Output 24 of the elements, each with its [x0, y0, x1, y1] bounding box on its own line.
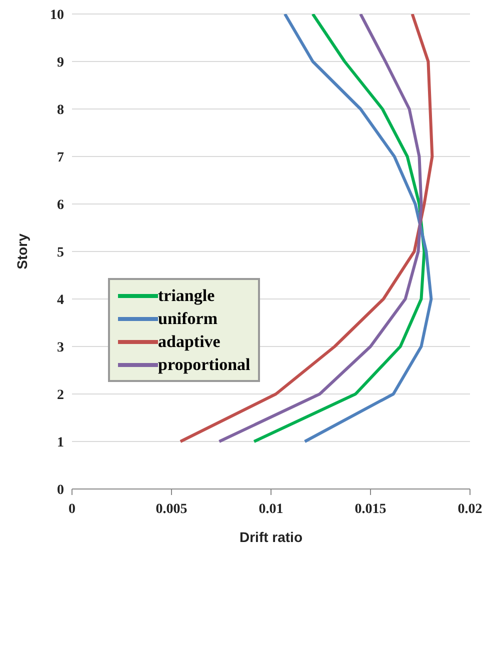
y-axis-title: Story	[14, 233, 30, 270]
y-tick-label: 9	[57, 55, 64, 70]
y-tick-label: 7	[57, 150, 64, 166]
x-tick-label: 0	[68, 502, 76, 517]
y-tick-label: 4	[57, 292, 64, 308]
line-series	[252, 14, 426, 443]
y-tick-label: 10	[50, 8, 64, 23]
x-tick-label: 0.01	[258, 502, 284, 517]
x-tick-label: 0.015	[354, 502, 386, 517]
legend-label: triangle	[158, 286, 215, 306]
x-axis-title: Drift ratio	[240, 529, 302, 545]
legend-label: proportional	[158, 354, 250, 374]
y-tick-label: 5	[57, 245, 64, 260]
y-tick-label: 0	[57, 482, 64, 498]
x-tick-label: 0.005	[156, 502, 188, 517]
y-tick-label: 3	[57, 340, 64, 356]
y-tick-label: 2	[57, 388, 64, 403]
x-tick-label: 0.02	[458, 502, 482, 517]
y-tick-label: 8	[57, 102, 64, 118]
line-series	[283, 14, 433, 443]
legend-label: uniform	[158, 308, 218, 328]
legend-label: adaptive	[158, 332, 220, 352]
y-tick-label: 1	[57, 435, 64, 450]
y-tick-label: 6	[57, 198, 64, 213]
